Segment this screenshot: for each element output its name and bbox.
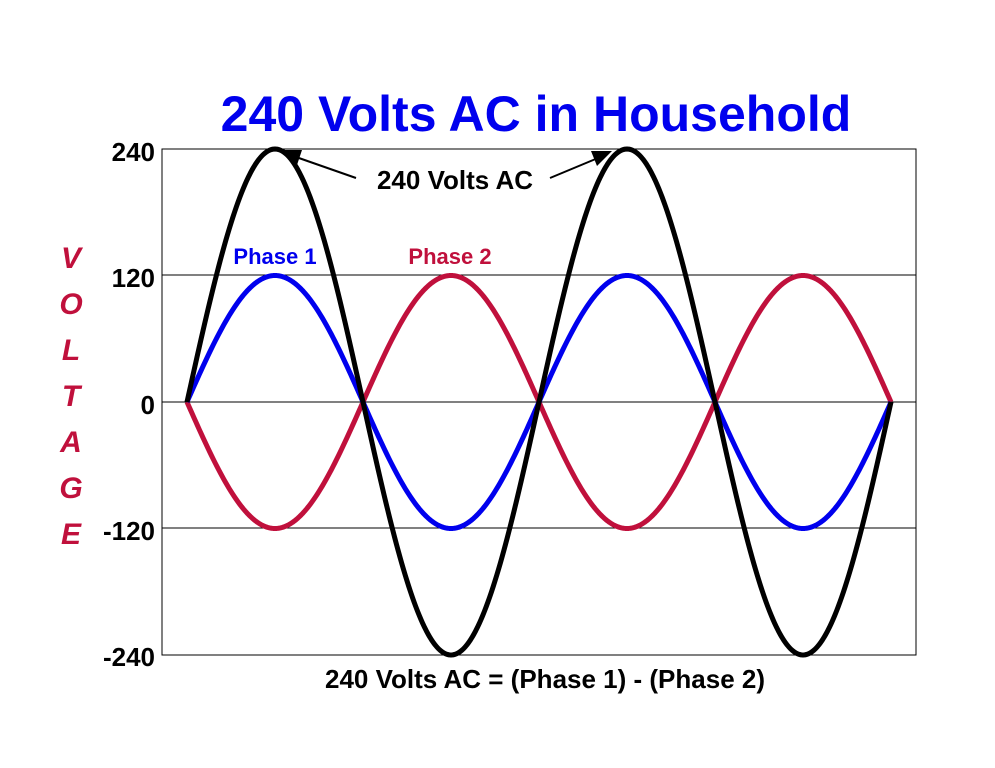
- series-line-total: [184, 146, 894, 658]
- y-tick-label: -120: [103, 516, 155, 546]
- x-axis-label: 240 Volts AC = (Phase 1) - (Phase 2): [325, 664, 765, 694]
- legend-phase-2: Phase 2: [408, 244, 491, 269]
- annotation-arrow-left: [295, 156, 357, 179]
- annotation-label: 240 Volts AC: [377, 165, 533, 195]
- annotation-arrowhead-right: [591, 151, 612, 166]
- chart-title: 240 Volts AC in Household: [221, 86, 852, 142]
- y-tick-label: 120: [112, 263, 155, 293]
- annotation-arrow-right: [549, 157, 599, 179]
- legend-phase-1: Phase 1: [233, 244, 316, 269]
- y-tick-label: 0: [141, 390, 155, 420]
- annotation-arrowhead-left: [278, 150, 302, 165]
- annotation: 240 Volts AC: [278, 150, 612, 195]
- y-tick-label: 240: [112, 137, 155, 167]
- y-tick-labels: 240 120 0 -120 -240: [103, 137, 155, 672]
- y-tick-label: -240: [103, 642, 155, 672]
- series-lines: [184, 146, 894, 658]
